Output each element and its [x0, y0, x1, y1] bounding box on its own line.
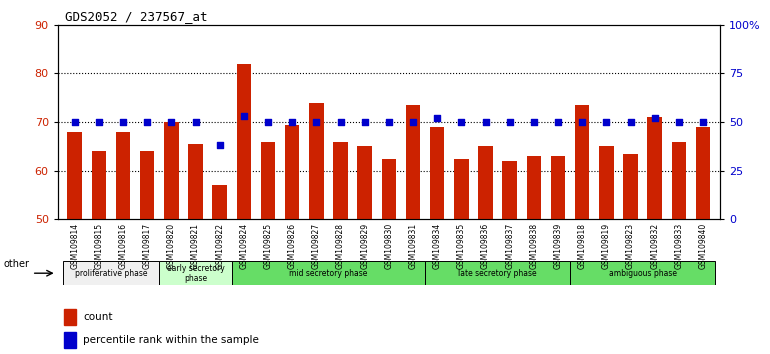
Bar	[478, 147, 493, 219]
Bar	[164, 122, 179, 219]
Text: early secretory
phase: early secretory phase	[166, 264, 224, 282]
Text: percentile rank within the sample: percentile rank within the sample	[83, 335, 259, 345]
Bar	[551, 156, 565, 219]
Point	[310, 119, 323, 125]
Point	[334, 119, 346, 125]
Text: GSM109832: GSM109832	[650, 223, 659, 269]
Point	[504, 119, 516, 125]
Point	[455, 119, 467, 125]
Point	[431, 115, 444, 121]
Bar	[213, 185, 227, 219]
Text: other: other	[4, 259, 30, 269]
Bar	[309, 103, 323, 219]
Text: GSM109834: GSM109834	[433, 223, 442, 269]
Text: GSM109831: GSM109831	[409, 223, 417, 269]
Text: GSM109819: GSM109819	[602, 223, 611, 269]
Point	[552, 119, 564, 125]
Text: GSM109822: GSM109822	[215, 223, 224, 269]
Bar	[623, 154, 638, 219]
Bar	[285, 125, 300, 219]
Bar	[116, 132, 130, 219]
Bar	[527, 156, 541, 219]
Text: GSM109818: GSM109818	[578, 223, 587, 269]
Bar	[648, 117, 662, 219]
Bar	[575, 105, 590, 219]
Bar	[425, 261, 570, 285]
Bar	[599, 147, 614, 219]
Point	[286, 119, 298, 125]
Text: GSM109828: GSM109828	[336, 223, 345, 269]
Bar	[65, 309, 76, 325]
Point	[213, 143, 226, 148]
Point	[92, 119, 105, 125]
Text: GSM109817: GSM109817	[142, 223, 152, 269]
Bar	[357, 147, 372, 219]
Text: count: count	[83, 312, 112, 322]
Text: GDS2052 / 237567_at: GDS2052 / 237567_at	[65, 10, 208, 23]
Point	[262, 119, 274, 125]
Point	[527, 119, 540, 125]
Point	[648, 115, 661, 121]
Point	[600, 119, 612, 125]
Bar	[333, 142, 348, 219]
Point	[576, 119, 588, 125]
Bar	[261, 142, 275, 219]
Bar	[188, 144, 203, 219]
Point	[141, 119, 153, 125]
Point	[480, 119, 492, 125]
Text: late secretory phase: late secretory phase	[458, 269, 537, 278]
Point	[238, 113, 250, 119]
Text: GSM109820: GSM109820	[167, 223, 176, 269]
Bar	[232, 261, 425, 285]
Text: GSM109839: GSM109839	[554, 223, 563, 269]
Bar	[382, 159, 396, 219]
Point	[189, 119, 202, 125]
Bar	[92, 152, 106, 219]
Text: GSM109826: GSM109826	[288, 223, 296, 269]
Text: GSM109837: GSM109837	[505, 223, 514, 269]
Point	[407, 119, 419, 125]
Bar	[671, 142, 686, 219]
Text: GSM109835: GSM109835	[457, 223, 466, 269]
Text: GSM109815: GSM109815	[95, 223, 103, 269]
Text: GSM109823: GSM109823	[626, 223, 635, 269]
Text: GSM109816: GSM109816	[119, 223, 128, 269]
Point	[166, 119, 178, 125]
Text: GSM109814: GSM109814	[70, 223, 79, 269]
Text: GSM109821: GSM109821	[191, 223, 200, 269]
Text: proliferative phase: proliferative phase	[75, 269, 147, 278]
Bar	[68, 132, 82, 219]
Bar	[65, 332, 76, 348]
Bar	[62, 261, 159, 285]
Bar	[159, 261, 232, 285]
Point	[673, 119, 685, 125]
Bar	[236, 64, 251, 219]
Point	[624, 119, 637, 125]
Text: GSM109830: GSM109830	[384, 223, 393, 269]
Point	[383, 119, 395, 125]
Bar	[430, 127, 444, 219]
Text: GSM109829: GSM109829	[360, 223, 369, 269]
Bar	[570, 261, 715, 285]
Bar	[454, 159, 469, 219]
Text: GSM109840: GSM109840	[698, 223, 708, 269]
Bar	[406, 105, 420, 219]
Text: ambiguous phase: ambiguous phase	[608, 269, 677, 278]
Point	[697, 119, 709, 125]
Text: GSM109825: GSM109825	[263, 223, 273, 269]
Text: GSM109833: GSM109833	[675, 223, 683, 269]
Point	[117, 119, 129, 125]
Text: GSM109824: GSM109824	[239, 223, 249, 269]
Point	[359, 119, 371, 125]
Text: mid secretory phase: mid secretory phase	[290, 269, 367, 278]
Bar	[503, 161, 517, 219]
Bar	[140, 152, 155, 219]
Text: GSM109836: GSM109836	[481, 223, 490, 269]
Text: GSM109838: GSM109838	[529, 223, 538, 269]
Bar	[696, 127, 710, 219]
Point	[69, 119, 81, 125]
Text: GSM109827: GSM109827	[312, 223, 321, 269]
